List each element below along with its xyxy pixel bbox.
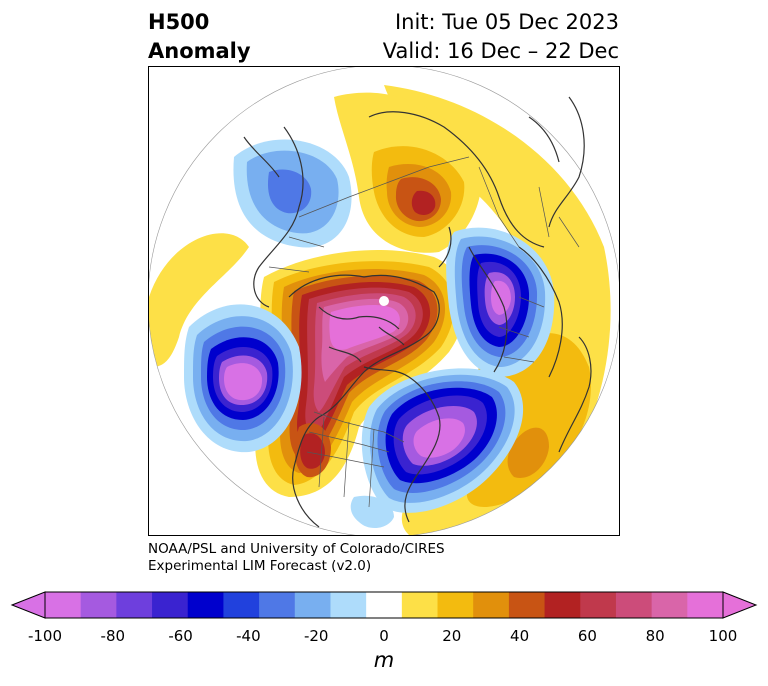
- credit-line-2: Experimental LIM Forecast (v2.0): [148, 558, 372, 574]
- colorbar-segments: [45, 592, 724, 618]
- colorbar-segment: [437, 592, 474, 618]
- colorbar-segment: [473, 592, 510, 618]
- colorbar-segment: [223, 592, 260, 618]
- colorbar-tick-label: 0: [379, 627, 389, 645]
- colorbar-segment: [687, 592, 724, 618]
- colorbar-tick-label: 20: [442, 627, 462, 645]
- anomaly-positive-siberia: [411, 190, 436, 215]
- colorbar-over-arrow: [722, 591, 758, 619]
- colorbar-segment: [615, 592, 653, 618]
- anomaly-map: [148, 66, 620, 536]
- valid-date-label: Valid: 16 Dec – 22 Dec: [382, 39, 619, 63]
- north-pole-marker: [379, 296, 389, 306]
- anomaly-negative-east-na: [413, 418, 465, 458]
- colorbar-tick-label: -40: [236, 627, 261, 645]
- colorbar-tick-label: 40: [510, 627, 530, 645]
- colorbar-tick-label: -20: [303, 627, 329, 645]
- colorbar-ticks: -100 -80 -60 -40 -20 0 20 40 60 80 100: [0, 627, 768, 647]
- anomaly-positive-atlantic: [507, 427, 549, 478]
- credit-text: NOAA/PSL and University of Colorado/CIRE…: [148, 541, 445, 575]
- colorbar-tick-label: -100: [27, 627, 63, 645]
- colorbar-segment: [330, 592, 367, 618]
- colorbar-tick-label: 80: [645, 627, 665, 645]
- colorbar-segment: [401, 592, 439, 618]
- colorbar-tick-label: 60: [577, 627, 597, 645]
- colorbar-segment: [580, 592, 617, 618]
- title-variable: H500: [148, 10, 210, 34]
- political-borders: [268, 156, 580, 508]
- colorbar-segment: [45, 592, 82, 618]
- colorbar-segment: [116, 592, 153, 618]
- colorbar-segment: [366, 592, 403, 618]
- anomaly-positive-pacific: [149, 233, 249, 367]
- colorbar-tick-label: -80: [100, 627, 126, 645]
- colorbar-unit: m: [373, 648, 395, 672]
- colorbar-segment: [651, 592, 688, 618]
- anomaly-negative-subtropics: [350, 495, 394, 529]
- colorbar-tick-label: -60: [168, 627, 193, 645]
- forecast-dates: Init: Tue 05 Dec 2023 Valid: 16 Dec – 22…: [383, 8, 619, 66]
- colorbar-segment: [259, 592, 296, 618]
- colorbar-frame: [44, 591, 724, 619]
- credit-line-1: NOAA/PSL and University of Colorado/CIRE…: [148, 541, 445, 557]
- title-field: Anomaly: [148, 39, 251, 63]
- colorbar-segment: [508, 592, 546, 618]
- anomaly-map-canvas: [149, 67, 619, 535]
- colorbar-segment: [80, 592, 117, 618]
- colorbar-tick-label: 100: [708, 627, 738, 645]
- colorbar-segment: [187, 592, 224, 618]
- init-date-label: Init: Tue 05 Dec 2023: [394, 10, 619, 34]
- coastlines: [243, 96, 592, 528]
- chart-title: H500 Anomaly: [148, 8, 251, 66]
- anomaly-positive-west-us: [300, 433, 325, 469]
- colorbar-segment: [294, 592, 331, 618]
- anomaly-negative-pacific: [224, 363, 263, 401]
- anomaly-positive-pole: [329, 305, 400, 350]
- colorbar-segment: [152, 592, 189, 618]
- colorbar-segment: [544, 592, 581, 618]
- anomaly-negative-europe: [491, 280, 511, 315]
- colorbar: [10, 591, 758, 619]
- anomaly-field: [149, 85, 611, 535]
- colorbar-under-arrow: [10, 591, 46, 619]
